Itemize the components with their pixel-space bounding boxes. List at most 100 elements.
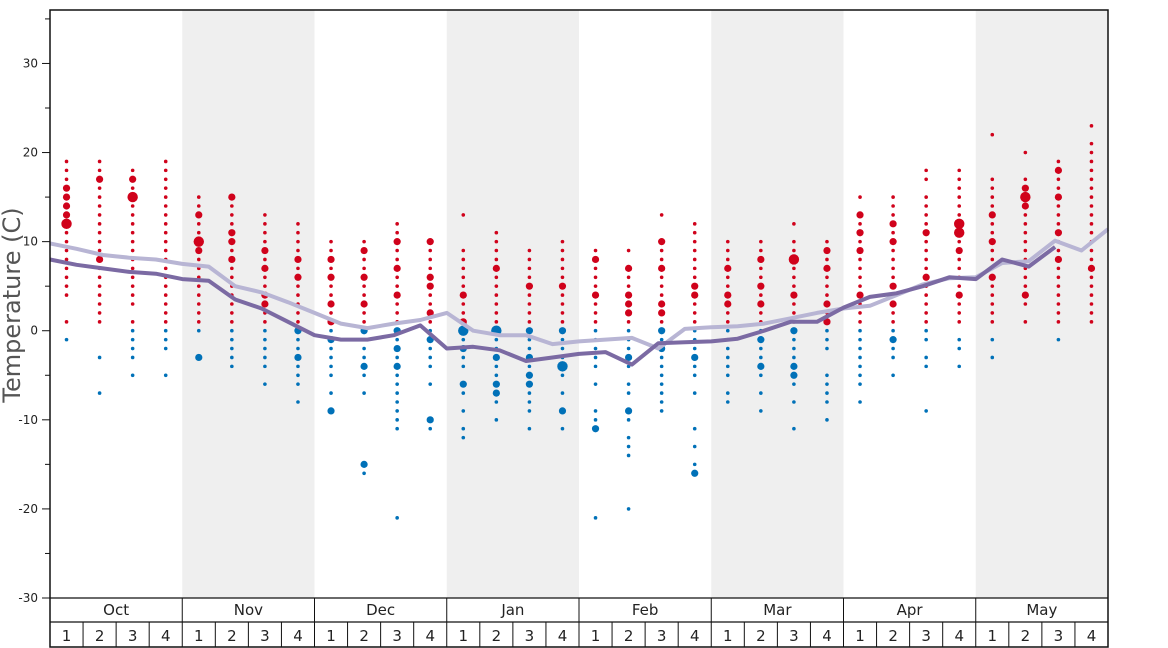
warm-point [1056, 177, 1061, 182]
warm-point [692, 266, 697, 271]
cold-point [858, 373, 862, 378]
warm-point [296, 239, 300, 244]
cold-point [362, 391, 366, 395]
cold-point [327, 407, 335, 415]
warm-point [954, 227, 965, 238]
warm-point [163, 293, 168, 297]
cold-point [659, 337, 664, 342]
warm-point [130, 248, 135, 253]
cold-point [858, 355, 862, 360]
warm-point [593, 320, 598, 324]
warm-point [1089, 293, 1094, 297]
warm-point [494, 293, 499, 297]
cold-point [593, 364, 598, 369]
warm-point [64, 293, 69, 297]
warm-point [230, 320, 234, 324]
warm-point [97, 302, 102, 306]
warm-point [527, 275, 532, 280]
warm-point [990, 177, 995, 182]
warm-point [97, 284, 102, 288]
warm-point [990, 320, 995, 324]
cold-point [296, 364, 300, 369]
warm-point [97, 159, 102, 164]
cold-point [329, 328, 333, 333]
cold-point [792, 346, 796, 351]
cold-point [792, 337, 796, 342]
shade-mar [711, 10, 844, 598]
y-axis: -30 -20 -10 0 10 20 30 [18, 18, 50, 605]
warm-point [593, 266, 598, 271]
warm-point [395, 284, 399, 288]
warm-point [922, 273, 930, 281]
warm-point [955, 291, 963, 299]
warm-point [163, 186, 168, 190]
cold-point [296, 400, 300, 404]
cold-point [362, 355, 366, 360]
warm-point [792, 239, 796, 244]
warm-point [428, 302, 433, 306]
cold-point [329, 373, 333, 378]
cold-point [924, 355, 928, 360]
warm-point [196, 195, 201, 199]
cold-point [858, 337, 862, 342]
cold-point [461, 355, 466, 360]
warm-point [691, 291, 699, 299]
warm-point [329, 311, 333, 315]
week-label: 3 [128, 627, 138, 645]
warm-point [163, 266, 168, 271]
warm-point [494, 284, 499, 288]
cold-point [163, 337, 168, 342]
warm-point [461, 311, 466, 315]
warm-point [757, 300, 765, 308]
warm-point [64, 284, 69, 288]
cold-point [492, 353, 500, 362]
cold-point [426, 416, 434, 424]
cold-point [525, 371, 534, 379]
warm-point [924, 195, 928, 199]
warm-point [263, 239, 267, 244]
warm-point [362, 257, 366, 262]
cold-point [296, 346, 300, 351]
warm-point [626, 248, 631, 253]
warm-point [924, 302, 928, 306]
warm-point [591, 255, 600, 264]
warm-point [360, 246, 368, 255]
warm-point [988, 238, 996, 246]
cold-point [163, 328, 168, 333]
y-tick-label: 0 [30, 324, 38, 338]
warm-point [1056, 204, 1061, 208]
cold-point [461, 364, 466, 369]
cold-point [593, 355, 598, 360]
warm-point [527, 257, 532, 262]
warm-point [924, 168, 928, 173]
warm-point [560, 311, 565, 315]
cold-point [858, 382, 862, 386]
cold-point [825, 328, 829, 333]
cold-point [263, 346, 267, 351]
warm-point [759, 266, 763, 271]
warm-point [692, 222, 697, 226]
warm-point [924, 257, 928, 262]
warm-point [955, 246, 963, 255]
warm-point [1023, 320, 1028, 324]
warm-point [64, 257, 69, 262]
cold-point [624, 407, 633, 415]
warm-point [759, 311, 763, 315]
warm-point [1087, 264, 1096, 272]
warm-point [1089, 124, 1094, 128]
warm-point [1089, 302, 1094, 306]
week-label: 2 [888, 627, 898, 645]
warm-point [856, 246, 864, 255]
cold-point [759, 346, 763, 351]
week-label: 1 [326, 627, 336, 645]
warm-point [494, 257, 499, 262]
cold-point [825, 391, 829, 395]
warm-point [725, 239, 730, 244]
warm-point [62, 193, 71, 201]
warm-point [97, 213, 102, 217]
cold-point [626, 507, 631, 511]
warm-point [296, 230, 300, 235]
warm-point [1056, 311, 1061, 315]
warm-point [362, 239, 366, 244]
cold-point [990, 355, 995, 360]
